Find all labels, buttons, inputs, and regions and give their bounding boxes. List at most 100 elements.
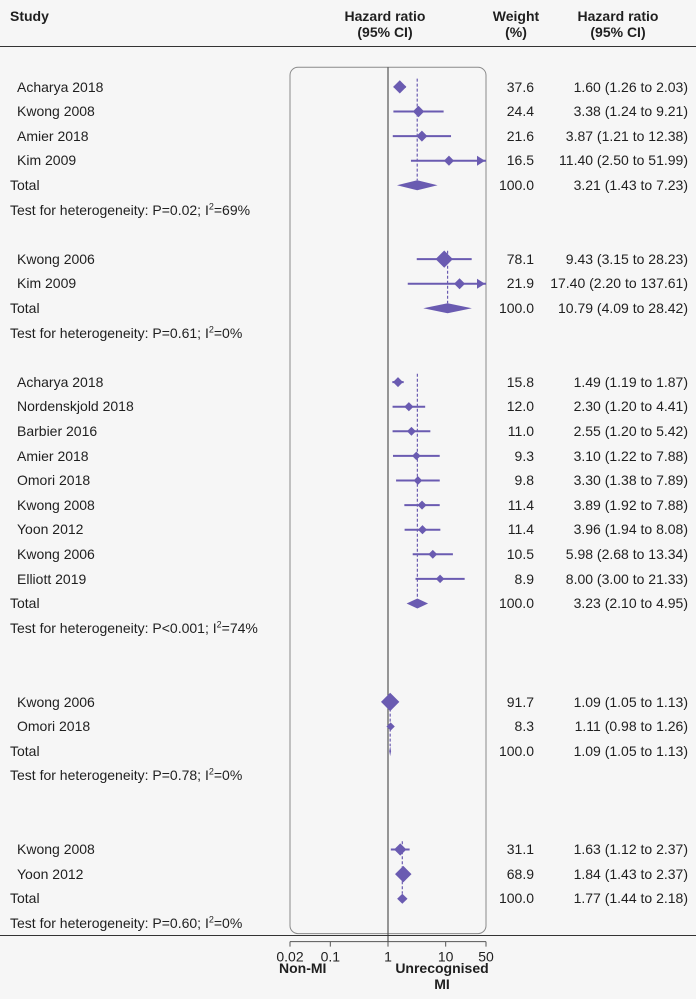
weight-value: 68.9 bbox=[506, 865, 534, 882]
heterogeneity-test: Test for heterogeneity: P<0.001; I2=74% bbox=[10, 616, 258, 641]
point-estimate bbox=[406, 426, 416, 436]
study-name: Omori 2018 bbox=[17, 472, 91, 489]
het-prefix: Test for heterogeneity: P=0.02; I bbox=[10, 201, 209, 218]
total-label: Total bbox=[10, 177, 40, 193]
row-study: Kwong 2006 91.7 1.09 (1.05 to 1.13) bbox=[0, 690, 696, 715]
row-study: Kwong 2006 78.1 9.43 (3.15 to 28.23) bbox=[0, 247, 696, 272]
point-estimate bbox=[417, 525, 428, 535]
footer-right-label: Unrecognised MI bbox=[380, 960, 504, 992]
row-study: Nordenskjold 2018 12.0 2.30 (1.20 to 4.41) bbox=[0, 394, 696, 419]
row-study: Acharya 2018 15.8 1.49 (1.19 to 1.87) bbox=[0, 370, 696, 395]
hazard-ratio-value: 3.10 (1.22 to 7.88) bbox=[573, 447, 688, 464]
hazard-ratio-value: 3.96 (1.94 to 8.08) bbox=[573, 521, 688, 538]
row-study: Kwong 2008 31.1 1.63 (1.12 to 2.37) bbox=[0, 837, 696, 862]
pooled-diamond bbox=[423, 303, 472, 314]
footer-right-label-line2: MI bbox=[434, 976, 450, 992]
weight-value: 12.0 bbox=[506, 398, 534, 415]
point-estimate bbox=[435, 250, 453, 268]
hazard-ratio-value: 1.63 (1.12 to 2.37) bbox=[573, 841, 688, 858]
study-name: Kwong 2008 bbox=[17, 103, 95, 120]
header-plot-title: Hazard ratio (95% CI) bbox=[310, 8, 460, 40]
het-prefix: Test for heterogeneity: P<0.001; I bbox=[10, 619, 217, 636]
pooled-diamond bbox=[389, 746, 392, 757]
total-label: Total bbox=[10, 595, 40, 612]
hazard-ratio-value: 17.40 (2.20 to 137.61) bbox=[550, 275, 688, 292]
ci-arrow bbox=[477, 278, 485, 289]
row-study: Omori 2018 8.3 1.11 (0.98 to 1.26) bbox=[0, 714, 696, 739]
het-prefix: Test for heterogeneity: P=0.78; I bbox=[10, 767, 209, 784]
header-weight-line1: Weight bbox=[492, 8, 540, 24]
x-tick-label: 0.1 bbox=[321, 949, 341, 965]
x-tick-label: 0.02 bbox=[276, 949, 303, 965]
hazard-ratio-value: 5.98 (2.68 to 13.34) bbox=[565, 546, 688, 562]
header-hazard-ratio-line1: Hazard ratio bbox=[577, 8, 659, 24]
weight-value: 9.3 bbox=[514, 447, 534, 464]
total-label: Total bbox=[10, 300, 40, 316]
point-estimate bbox=[417, 500, 427, 510]
point-estimate bbox=[416, 130, 428, 142]
row-total: Total 100.0 1.09 (1.05 to 1.13) bbox=[0, 739, 696, 764]
study-name: Kim 2009 bbox=[17, 275, 77, 292]
hazard-ratio-value: 1.09 (1.05 to 1.13) bbox=[573, 693, 688, 710]
weight-value: 31.1 bbox=[506, 841, 534, 858]
point-estimate bbox=[380, 692, 400, 712]
weight-value: 21.9 bbox=[506, 275, 534, 292]
row-study: Barbier 2016 11.0 2.55 (1.20 to 5.42) bbox=[0, 419, 696, 444]
point-estimate bbox=[393, 80, 407, 94]
study-name: Yoon 2012 bbox=[17, 521, 84, 538]
row-het: Test for heterogeneity: P=0.78; I2=0% bbox=[0, 763, 696, 788]
row-total: Total 100.0 3.23 (2.10 to 4.95) bbox=[0, 591, 696, 616]
heterogeneity-test: Test for heterogeneity: P=0.61; I2=0% bbox=[10, 321, 242, 346]
pooled-diamond bbox=[396, 180, 438, 191]
weight-value: 15.8 bbox=[506, 373, 534, 390]
weight-value: 100.0 bbox=[498, 742, 534, 759]
hazard-ratio-value: 1.60 (1.26 to 2.03) bbox=[573, 78, 688, 95]
point-estimate bbox=[435, 574, 445, 584]
weight-value: 10.5 bbox=[506, 546, 534, 562]
hazard-ratio-value: 9.43 (3.15 to 28.23) bbox=[565, 250, 688, 267]
het-superscript: 2 bbox=[208, 200, 214, 211]
footer-right-label-line1: Unrecognised bbox=[395, 960, 489, 976]
row-total: Total 100.0 1.77 (1.44 to 2.18) bbox=[0, 886, 696, 911]
point-estimate bbox=[443, 155, 455, 166]
study-name: Yoon 2012 bbox=[17, 865, 84, 882]
weight-value: 8.9 bbox=[514, 570, 534, 587]
header-study: Study bbox=[10, 8, 49, 24]
row-study: Amier 2018 9.3 3.10 (1.22 to 7.88) bbox=[0, 444, 696, 469]
pooled-diamond bbox=[397, 893, 408, 904]
het-suffix: =74% bbox=[221, 619, 258, 636]
study-name: Kwong 2006 bbox=[17, 693, 95, 710]
het-suffix: =69% bbox=[213, 201, 251, 218]
total-label: Total bbox=[10, 890, 40, 907]
weight-value: 11.4 bbox=[507, 496, 534, 513]
study-name: Nordenskjold 2018 bbox=[17, 398, 134, 415]
hazard-ratio-value: 10.79 (4.09 to 28.42) bbox=[558, 300, 688, 316]
study-name: Kwong 2008 bbox=[17, 496, 95, 513]
weight-value: 100.0 bbox=[498, 890, 534, 907]
hazard-ratio-value: 2.30 (1.20 to 4.41) bbox=[573, 398, 688, 415]
header-plot-title-line1: Hazard ratio bbox=[344, 8, 426, 24]
hazard-ratio-value: 3.87 (1.21 to 12.38) bbox=[565, 127, 688, 144]
weight-value: 100.0 bbox=[498, 595, 534, 612]
row-study: Kwong 2006 10.5 5.98 (2.68 to 13.34) bbox=[0, 542, 696, 567]
footer-rule bbox=[0, 935, 696, 936]
row-study: Kim 2009 16.5 11.40 (2.50 to 51.99) bbox=[0, 148, 696, 173]
hazard-ratio-value: 3.21 (1.43 to 7.23) bbox=[573, 177, 688, 193]
header-plot-title-line2: (95% CI) bbox=[357, 24, 413, 40]
heterogeneity-test: Test for heterogeneity: P=0.02; I2=69% bbox=[10, 198, 250, 223]
heterogeneity-test: Test for heterogeneity: P=0.60; I2=0% bbox=[10, 911, 242, 936]
study-name: Kwong 2006 bbox=[17, 250, 95, 267]
weight-value: 11.0 bbox=[507, 423, 534, 439]
study-name: Omori 2018 bbox=[17, 718, 91, 735]
het-superscript: 2 bbox=[216, 619, 222, 630]
point-estimate bbox=[412, 105, 425, 118]
row-study: Elliott 2019 8.9 8.00 (3.00 to 21.33) bbox=[0, 567, 696, 592]
row-study: Yoon 2012 11.4 3.96 (1.94 to 8.08) bbox=[0, 517, 696, 542]
hazard-ratio-value: 1.84 (1.43 to 2.37) bbox=[573, 865, 688, 882]
point-estimate bbox=[454, 278, 466, 290]
row-total: Total 100.0 10.79 (4.09 to 28.42) bbox=[0, 296, 696, 321]
pooled-diamond bbox=[406, 598, 429, 609]
row-het: Test for heterogeneity: P=0.60; I2=0% bbox=[0, 911, 696, 936]
hazard-ratio-value: 3.23 (2.10 to 4.95) bbox=[573, 595, 688, 612]
hazard-ratio-value: 1.49 (1.19 to 1.87) bbox=[573, 373, 688, 390]
